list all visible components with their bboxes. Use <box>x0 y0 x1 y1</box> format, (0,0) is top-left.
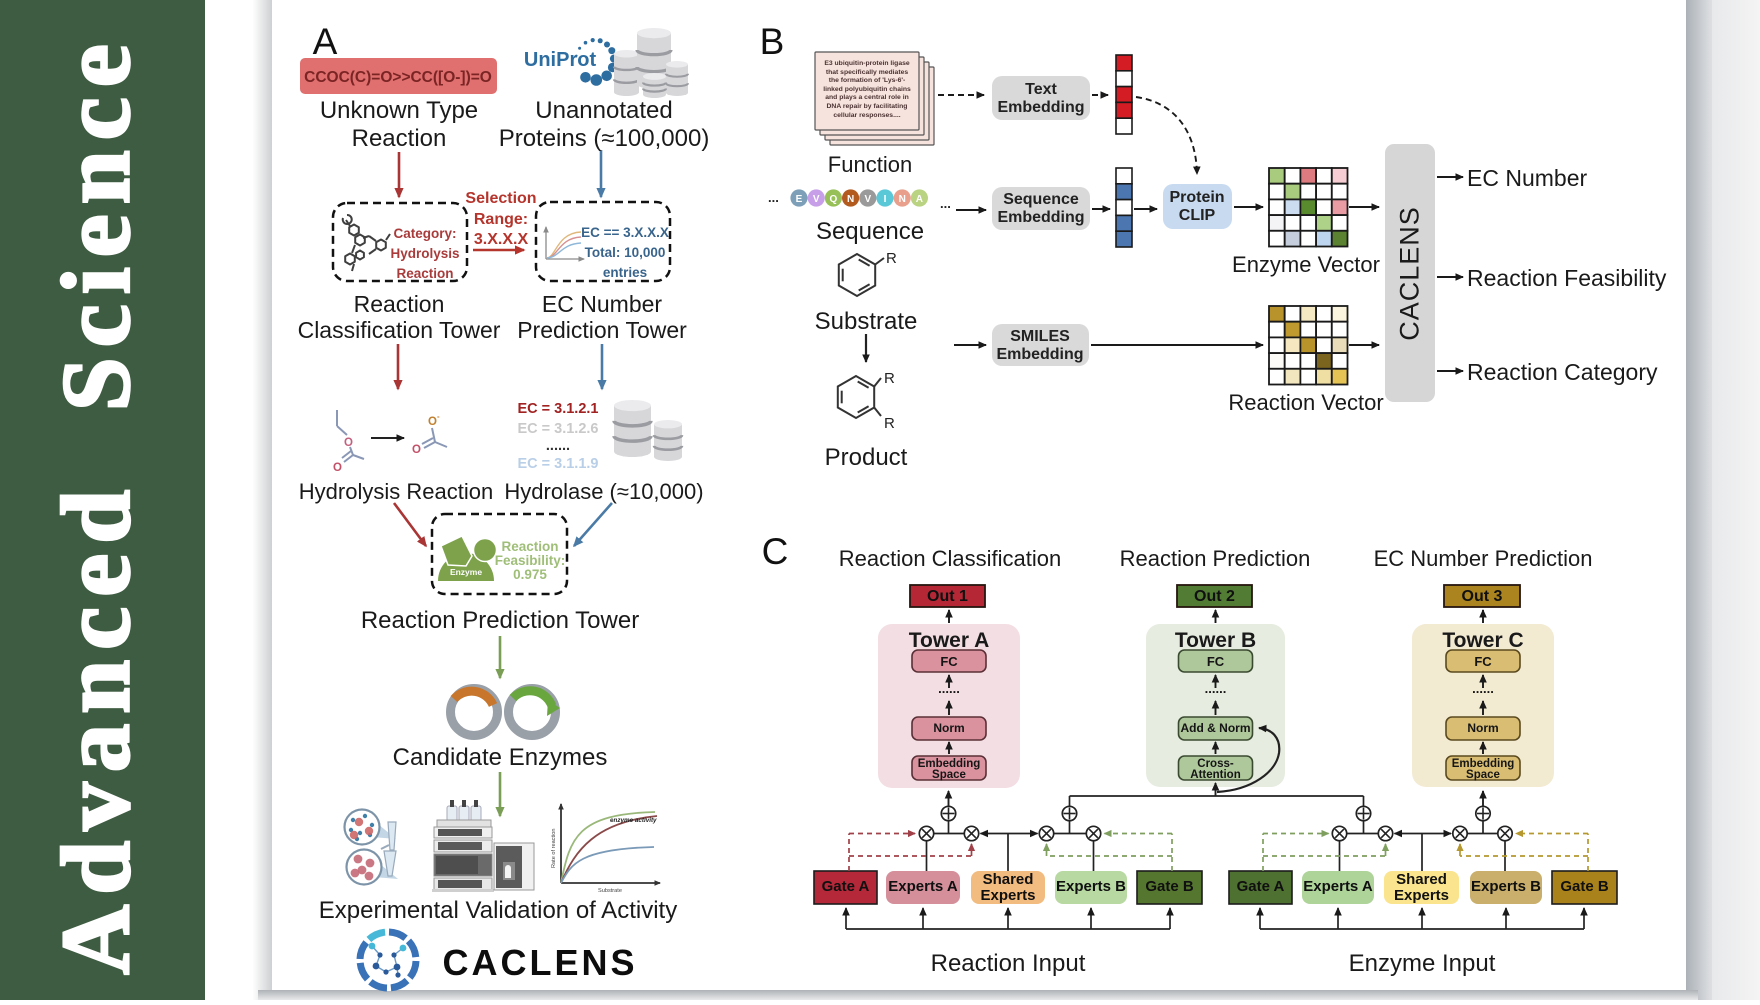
svg-text:R: R <box>886 250 897 267</box>
svg-text:A: A <box>916 194 923 205</box>
svg-text:V: V <box>813 194 820 205</box>
svg-text:V: V <box>864 194 871 205</box>
svg-text:O: O <box>344 437 353 449</box>
svg-text:O: O <box>412 444 421 456</box>
svg-text:R: R <box>884 415 895 432</box>
svg-text:Substrate: Substrate <box>598 888 622 894</box>
svg-text:O: O <box>428 416 437 428</box>
svg-text:E: E <box>796 194 803 205</box>
svg-text:I: I <box>884 194 887 205</box>
svg-text:R: R <box>884 370 895 387</box>
svg-text:N: N <box>847 194 854 205</box>
svg-text:Rate of reaction: Rate of reaction <box>551 829 557 869</box>
svg-text:...: ... <box>768 190 779 205</box>
svg-text:Enzyme: Enzyme <box>450 567 482 577</box>
svg-text:O: O <box>333 462 342 474</box>
svg-text:...: ... <box>940 196 951 211</box>
svg-text:enzyme activity: enzyme activity <box>610 817 657 824</box>
svg-text:-: - <box>437 412 440 421</box>
svg-text:Q: Q <box>830 194 838 205</box>
svg-text:N: N <box>899 194 906 205</box>
